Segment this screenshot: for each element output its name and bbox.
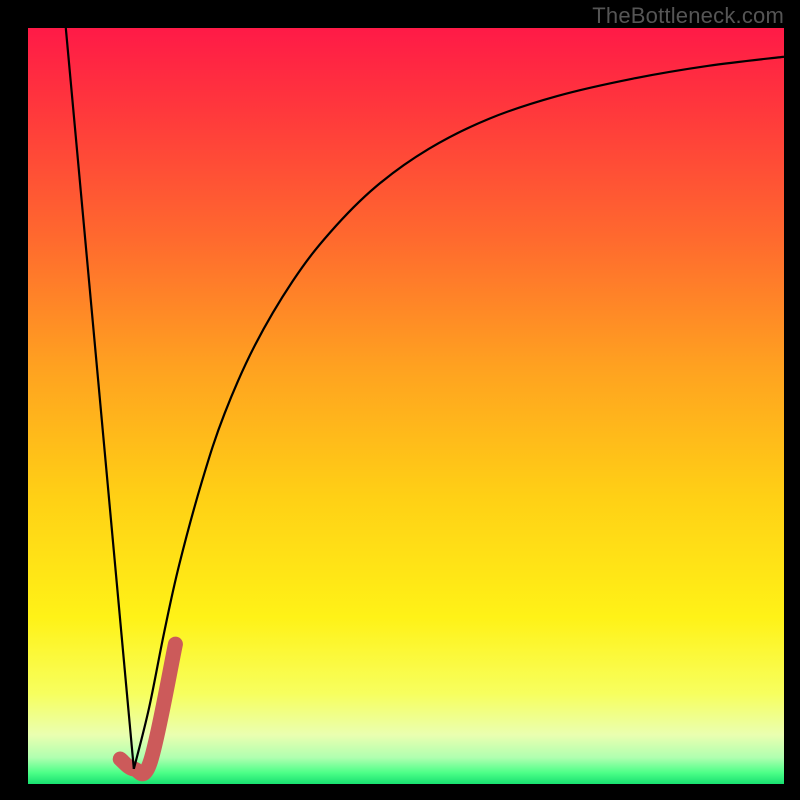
watermark-text: TheBottleneck.com <box>592 3 784 29</box>
chart-svg <box>0 0 800 800</box>
chart-frame: TheBottleneck.com <box>0 0 800 800</box>
plot-area <box>28 28 784 784</box>
